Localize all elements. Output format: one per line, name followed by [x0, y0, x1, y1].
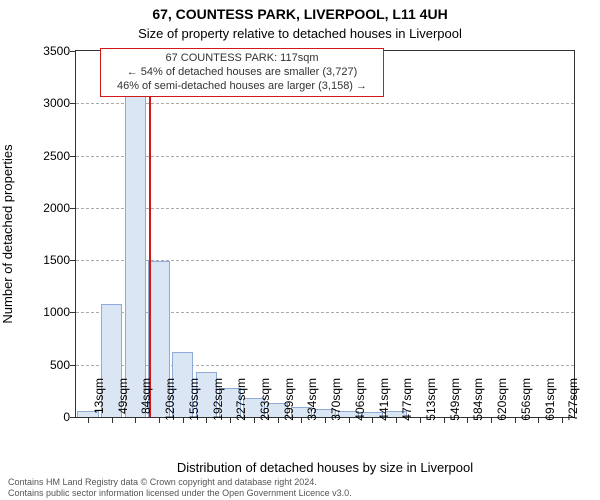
- chart-title: 67, COUNTESS PARK, LIVERPOOL, L11 4UH: [0, 6, 600, 22]
- x-tick-mark: [254, 418, 255, 423]
- x-axis-label: Distribution of detached houses by size …: [75, 460, 575, 475]
- footer-text: Contains HM Land Registry data © Crown c…: [8, 477, 352, 498]
- annotation-box: 67 COUNTESS PARK: 117sqm ← 54% of detach…: [100, 48, 384, 97]
- histogram-bar: [125, 79, 146, 417]
- x-tick-mark: [278, 418, 279, 423]
- x-tick-mark: [444, 418, 445, 423]
- x-tick-label: 192sqm: [211, 378, 225, 424]
- y-tick-label: 3500: [30, 44, 70, 58]
- x-tick-label: 370sqm: [329, 378, 343, 424]
- footer-line-1: Contains HM Land Registry data © Crown c…: [8, 477, 352, 487]
- x-tick-label: 263sqm: [258, 378, 272, 424]
- x-tick-mark: [135, 418, 136, 423]
- y-tick-label: 1500: [30, 253, 70, 267]
- x-tick-label: 84sqm: [139, 378, 153, 424]
- x-tick-label: 120sqm: [163, 378, 177, 424]
- y-tick-mark: [70, 51, 75, 52]
- x-tick-label: 727sqm: [566, 378, 580, 424]
- y-tick-label: 0: [30, 410, 70, 424]
- x-tick-label: 513sqm: [424, 378, 438, 424]
- x-tick-label: 299sqm: [282, 378, 296, 424]
- x-tick-mark: [325, 418, 326, 423]
- x-tick-label: 656sqm: [519, 378, 533, 424]
- x-tick-mark: [491, 418, 492, 423]
- x-tick-mark: [396, 418, 397, 423]
- x-tick-mark: [349, 418, 350, 423]
- x-tick-mark: [372, 418, 373, 423]
- y-tick-label: 2500: [30, 149, 70, 163]
- x-tick-label: 406sqm: [353, 378, 367, 424]
- x-tick-label: 691sqm: [543, 378, 557, 424]
- y-tick-mark: [70, 156, 75, 157]
- x-tick-label: 49sqm: [116, 378, 130, 424]
- plot-area: [75, 50, 575, 418]
- x-tick-mark: [562, 418, 563, 423]
- x-tick-label: 156sqm: [187, 378, 201, 424]
- x-tick-label: 227sqm: [234, 378, 248, 424]
- gridline: [76, 156, 574, 157]
- y-tick-mark: [70, 417, 75, 418]
- x-tick-label: 334sqm: [305, 378, 319, 424]
- annotation-line-2: ← 54% of detached houses are smaller (3,…: [107, 66, 377, 80]
- x-tick-label: 477sqm: [400, 378, 414, 424]
- x-tick-label: 549sqm: [448, 378, 462, 424]
- x-tick-label: 584sqm: [471, 378, 485, 424]
- footer-line-2: Contains public sector information licen…: [8, 488, 352, 498]
- chart-subtitle: Size of property relative to detached ho…: [0, 26, 600, 41]
- x-tick-label: 13sqm: [92, 378, 106, 424]
- property-marker-line: [149, 51, 151, 417]
- y-tick-mark: [70, 103, 75, 104]
- x-tick-mark: [88, 418, 89, 423]
- x-tick-mark: [467, 418, 468, 423]
- x-tick-mark: [301, 418, 302, 423]
- x-tick-mark: [183, 418, 184, 423]
- y-tick-label: 1000: [30, 305, 70, 319]
- y-tick-label: 3000: [30, 96, 70, 110]
- annotation-line-1: 67 COUNTESS PARK: 117sqm: [107, 52, 377, 66]
- gridline: [76, 103, 574, 104]
- x-tick-mark: [112, 418, 113, 423]
- y-tick-mark: [70, 312, 75, 313]
- y-tick-label: 2000: [30, 201, 70, 215]
- x-tick-mark: [206, 418, 207, 423]
- x-tick-mark: [159, 418, 160, 423]
- x-tick-label: 441sqm: [377, 378, 391, 424]
- x-tick-label: 620sqm: [495, 378, 509, 424]
- y-axis-label: Number of detached properties: [0, 144, 15, 323]
- gridline: [76, 208, 574, 209]
- x-tick-mark: [515, 418, 516, 423]
- y-tick-mark: [70, 208, 75, 209]
- x-tick-mark: [538, 418, 539, 423]
- y-tick-mark: [70, 260, 75, 261]
- y-tick-mark: [70, 365, 75, 366]
- x-tick-mark: [230, 418, 231, 423]
- y-tick-label: 500: [30, 358, 70, 372]
- annotation-line-3: 46% of semi-detached houses are larger (…: [107, 80, 377, 94]
- x-tick-mark: [420, 418, 421, 423]
- chart-container: 67, COUNTESS PARK, LIVERPOOL, L11 4UH Si…: [0, 0, 600, 500]
